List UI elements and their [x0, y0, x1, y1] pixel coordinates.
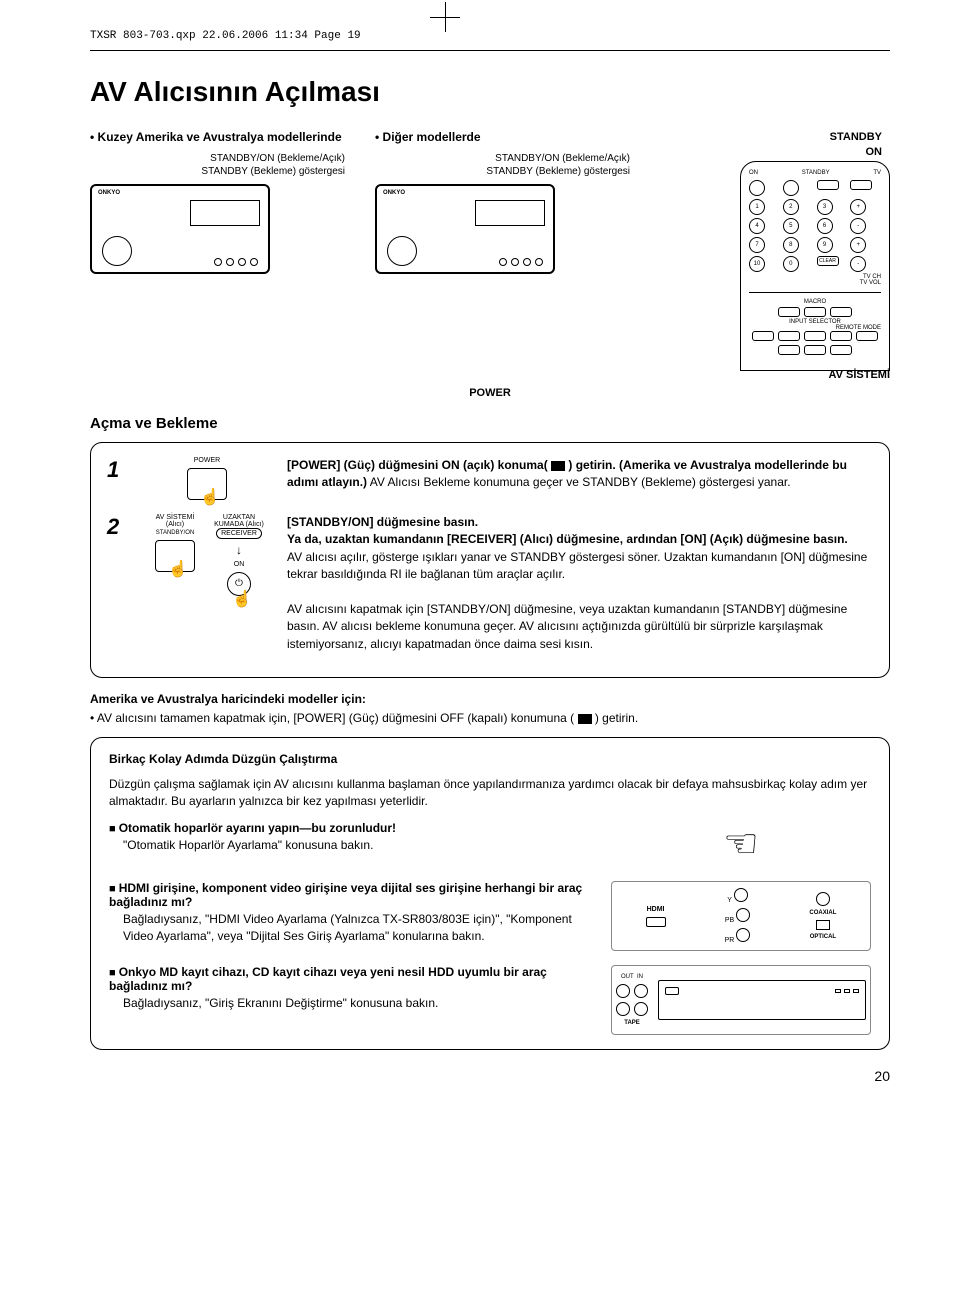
quick-b1-title: Otomatik hoparlör ayarını yapın—bu zorun… [109, 821, 591, 835]
receiver-pill: RECEIVER [216, 528, 262, 539]
quick-b1-text: "Otomatik Hoparlör Ayarlama" konusuna ba… [109, 837, 591, 854]
coaxial-label: COAXIAL [809, 910, 836, 916]
col1-l2: STANDBY (Bekleme) göstergesi [90, 165, 355, 178]
step3-on-label: ON [211, 561, 267, 568]
step2-button-icon [155, 540, 195, 572]
step1-num: 1 [107, 457, 127, 504]
receiver-diagram-1: ONKYO [90, 184, 270, 274]
switch-off-icon [578, 714, 592, 724]
header-stamp: TXSR 803-703.qxp 22.06.2006 11:34 Page 1… [90, 30, 890, 42]
y-label: Y [727, 897, 732, 904]
page-number: 20 [90, 1068, 890, 1084]
on-button-icon: ⏻ [227, 572, 251, 596]
step2-num: 2 [107, 514, 127, 653]
step2-standby-btn: STANDBY/ON [147, 530, 203, 536]
standby-label: STANDBY [660, 130, 882, 145]
other-models-title: Amerika ve Avustralya haricindeki modell… [90, 692, 890, 706]
quick-intro: Düzgün çalışma sağlamak için AV alıcısın… [109, 776, 871, 810]
pb-label: PB [725, 917, 734, 924]
col2-l1: STANDBY/ON (Bekleme/Açık) [375, 152, 640, 165]
remote-macro: MACRO [749, 299, 881, 305]
step2-right-label: UZAKTAN KUMADA (Alıcı) [211, 514, 267, 528]
quick-b3-title: Onkyo MD kayıt cihazı, CD kayıt cihazı v… [109, 965, 591, 993]
section-title: Açma ve Bekleme [90, 415, 890, 432]
quick-b3-text: Bağladıysanız, "Giriş Ekranını Değiştirm… [109, 995, 591, 1012]
quick-b2-title: HDMI girişine, komponent video girişine … [109, 881, 591, 909]
page-title: AV Alıcısının Açılması [90, 76, 890, 108]
step1-text: AV Alıcısı Bekleme konumuna geçer ve STA… [370, 475, 791, 489]
remote-diagram: ON STANDBY TV 123+ 456- 789+ 100CLEAR- T… [740, 161, 890, 371]
step2-bold: [STANDBY/ON] düğmesine basın. [287, 514, 873, 531]
pointing-hand-icon: ☞ [723, 821, 759, 867]
power-label: POWER [90, 387, 890, 399]
remote-tvvol: TV VOL [860, 280, 881, 286]
steps-box: 1 POWER [POWER] (Güç) düğmesini ON (açık… [90, 442, 890, 678]
brand-label-2: ONKYO [383, 190, 405, 196]
connector-diagram-2: OUT IN TAPE [611, 965, 871, 1035]
step3-text: AV alıcısını kapatmak için [STANDBY/ON] … [287, 601, 873, 653]
brand-label: ONKYO [98, 190, 120, 196]
step1-power-label: POWER [147, 457, 267, 464]
other-models-bullet-end: ) getirin. [595, 711, 638, 725]
quick-start-box: Birkaç Kolay Adımda Düzgün Çalıştırma Dü… [90, 737, 890, 1051]
tape-label: TAPE [624, 1020, 640, 1026]
col1-l1: STANDBY/ON (Bekleme/Açık) [90, 152, 355, 165]
remote-tv: TV [873, 170, 881, 176]
hdmi-label: HDMI [647, 906, 665, 913]
pr-label: PR [725, 937, 735, 944]
on-label: ON [660, 145, 882, 160]
step2-bold2: Ya da, uzaktan kumandanın [RECEIVER] (Al… [287, 531, 873, 548]
receiver-diagram-2: ONKYO [375, 184, 555, 274]
quick-b2-text: Bağladıysanız, "HDMI Video Ayarlama (Yal… [109, 911, 591, 945]
step1-button-icon [187, 468, 227, 500]
optical-label: OPTICAL [810, 934, 836, 940]
remote-standby: STANDBY [802, 170, 830, 176]
switch-on-icon [551, 461, 565, 471]
col1-bullet: • Kuzey Amerika ve Avustralya modellerin… [90, 130, 355, 144]
col2-bullet: • Diğer modellerde [375, 130, 640, 144]
remote-on: ON [749, 170, 758, 176]
step2-text: AV alıcısı açılır, gösterge ışıkları yan… [287, 549, 873, 584]
connector-diagram-1: HDMI Y PB PR COAXIAL OPTICAL [611, 881, 871, 951]
quick-title: Birkaç Kolay Adımda Düzgün Çalıştırma [109, 752, 871, 766]
step1-bold: [POWER] (Güç) düğmesini ON (açık) konuma… [287, 458, 548, 472]
step2-left-label: AV SİSTEMİ (Alıcı) [147, 514, 203, 528]
header-rule [90, 50, 890, 51]
top-diagram-section: • Kuzey Amerika ve Avustralya modellerin… [90, 130, 890, 371]
other-models-bullet: • AV alıcısını tamamen kapatmak için, [P… [90, 711, 574, 725]
out-label: OUT [621, 974, 634, 980]
in-label: IN [637, 974, 643, 980]
col2-l2: STANDBY (Bekleme) göstergesi [375, 165, 640, 178]
